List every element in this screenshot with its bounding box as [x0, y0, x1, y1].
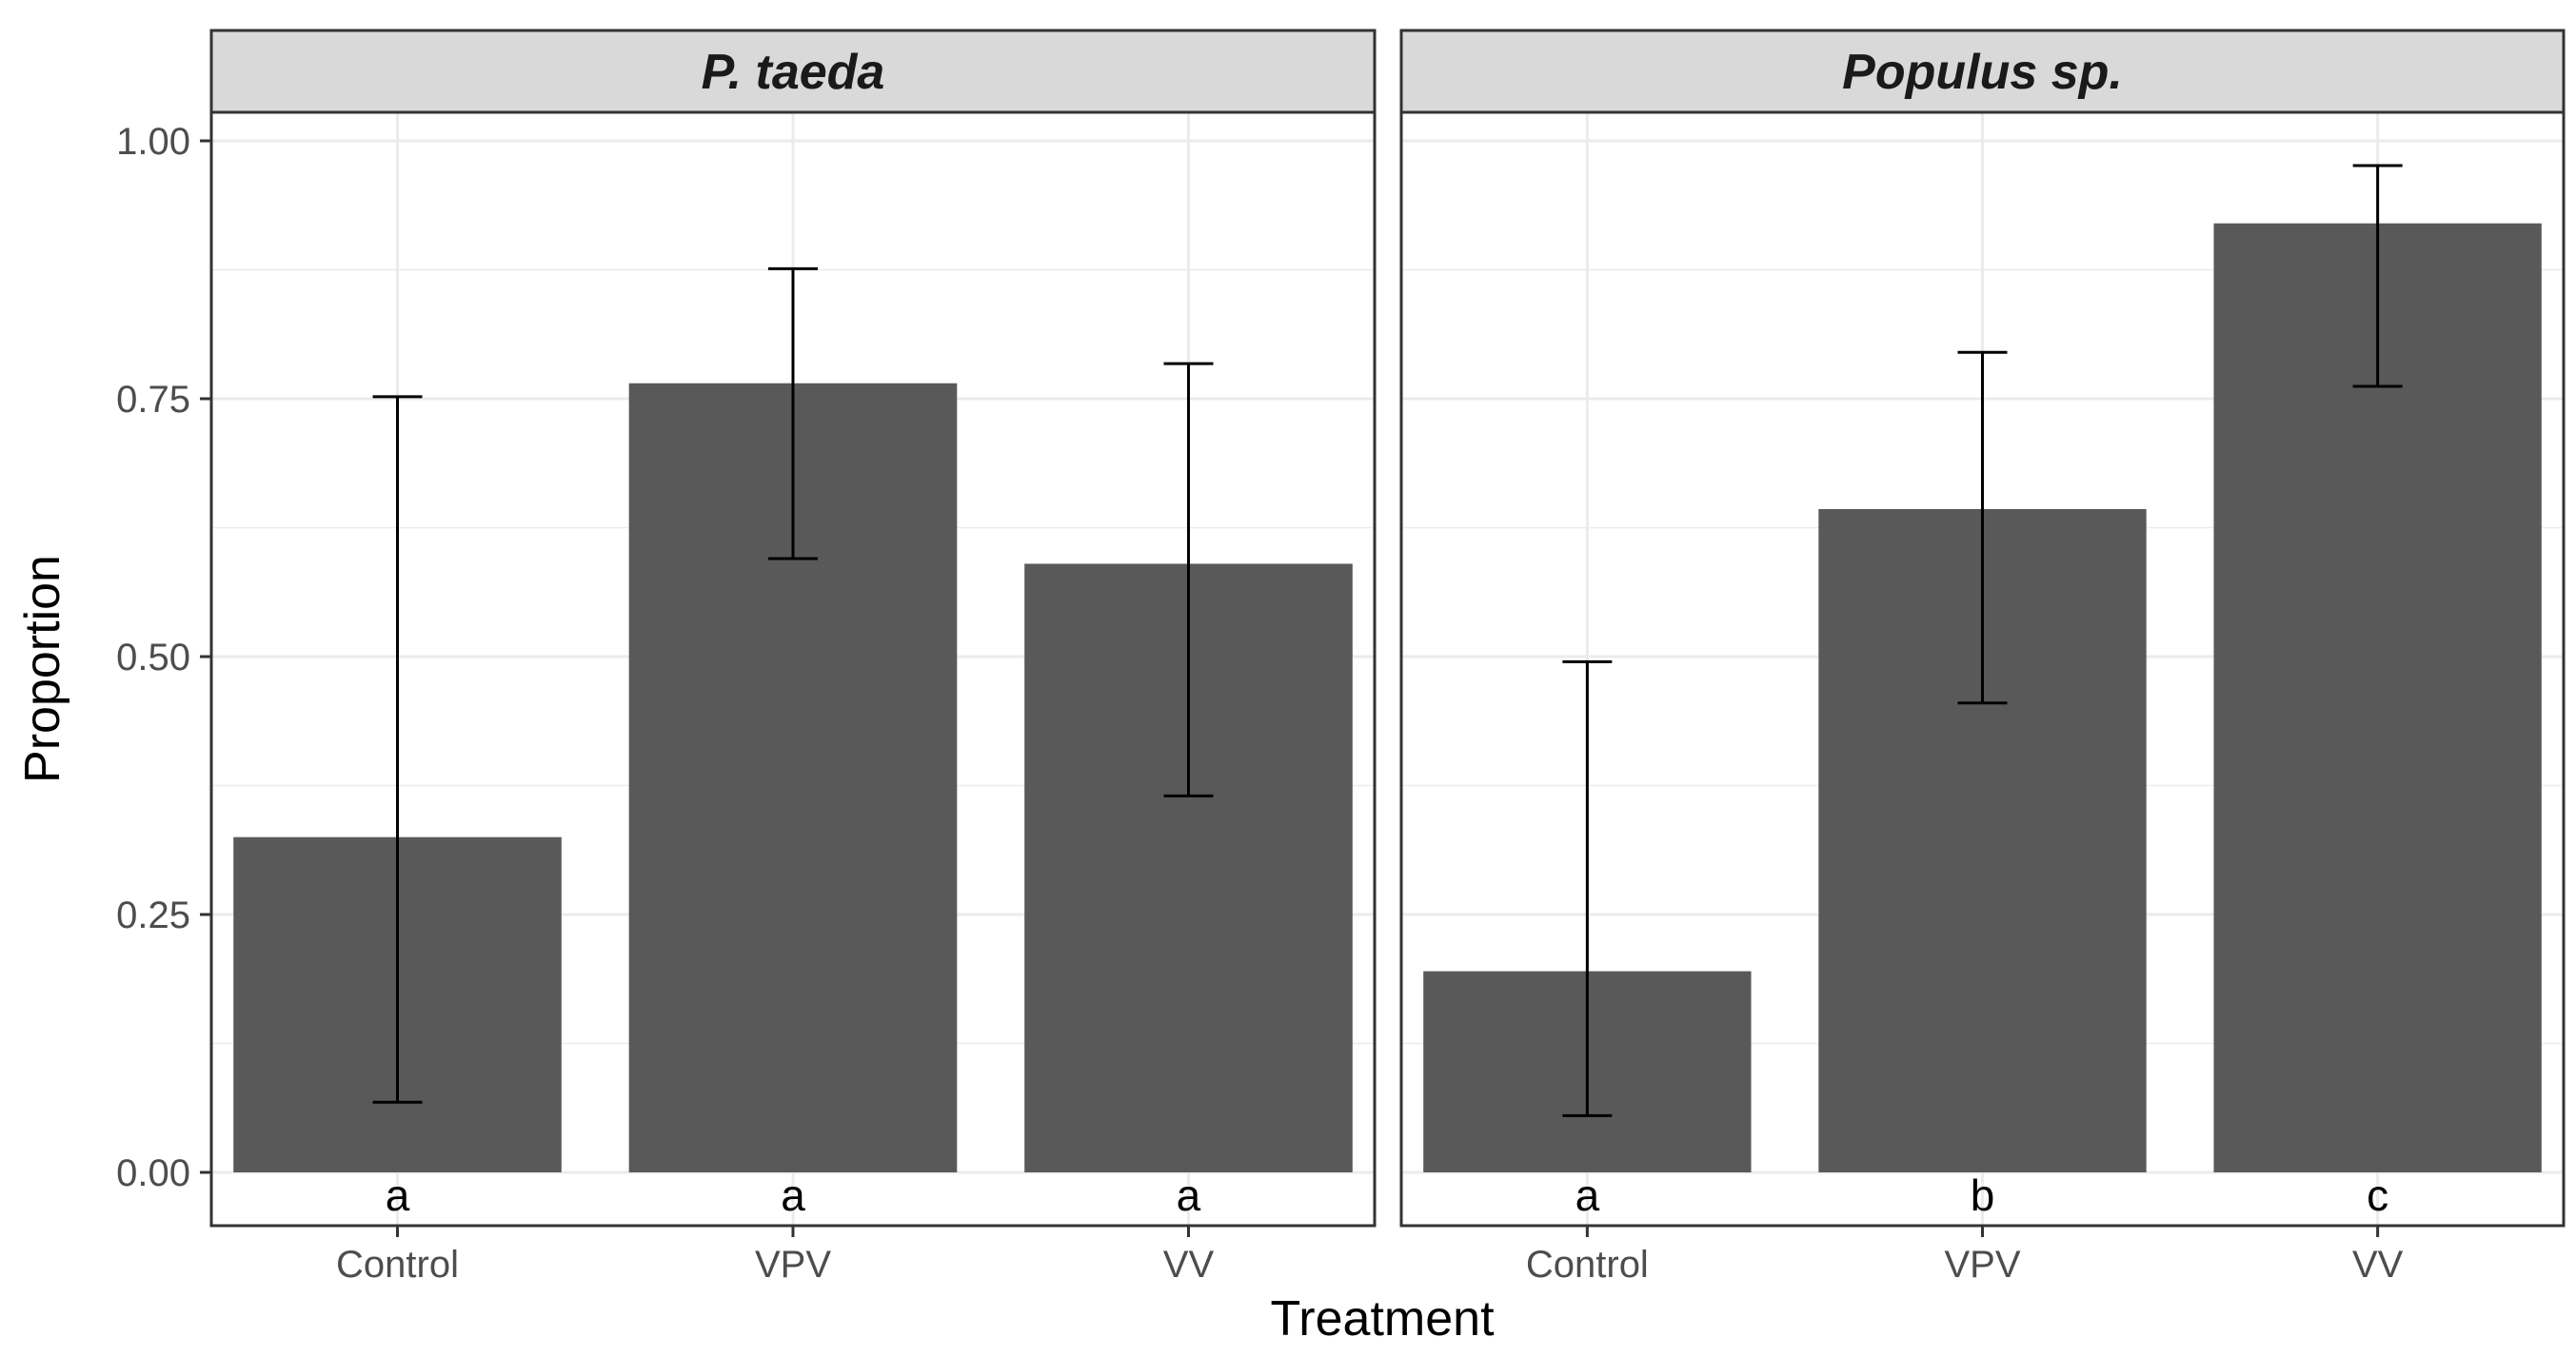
y-tick-label: 1.00: [116, 121, 190, 163]
y-axis: 0.00 0.25 0.50 0.75 1.00: [116, 121, 211, 1194]
error-bar: [1957, 350, 2008, 705]
y-tick-label: 0.50: [116, 637, 190, 678]
significance-letter: a: [1575, 1170, 1600, 1220]
facet-strip-label: P. taeda: [702, 45, 885, 100]
significance-letter: a: [781, 1170, 805, 1220]
significance-letter: a: [386, 1170, 410, 1220]
x-tick-label: VV: [1163, 1244, 1215, 1286]
error-bar: [1562, 659, 1613, 1117]
error-bar: [372, 395, 423, 1104]
facet-strip-label: Populus sp.: [1842, 45, 2123, 100]
facet-panel: a a a P. taeda: [209, 29, 1377, 1228]
significance-letter: b: [1971, 1170, 1995, 1220]
x-tick-label: VPV: [755, 1244, 831, 1286]
facet-panels: a a a P. taeda a b c Populus sp.: [209, 29, 2566, 1228]
facet-panel: a b c Populus sp.: [1399, 29, 2566, 1228]
y-axis-title: Proportion: [15, 555, 70, 783]
x-tick-label: VPV: [1944, 1244, 2020, 1286]
y-tick-label: 0.25: [116, 895, 190, 936]
y-tick-label: 0.75: [116, 379, 190, 421]
x-tick-label: Control: [336, 1244, 459, 1286]
x-tick-label: Control: [1526, 1244, 1649, 1286]
x-axis-title: Treatment: [1270, 1291, 1495, 1347]
x-tick-label: VV: [2352, 1244, 2404, 1286]
error-bar: [768, 266, 818, 560]
error-bar: [1163, 362, 1214, 797]
x-axis: Control VPV VV Control VPV VV: [336, 1226, 2404, 1286]
significance-letter: c: [2367, 1170, 2388, 1220]
error-bar: [2352, 164, 2403, 388]
y-tick-label: 0.00: [116, 1152, 190, 1194]
significance-letter: a: [1177, 1170, 1201, 1220]
facet-strip: [1399, 29, 2566, 114]
facet-strip: [209, 29, 1377, 114]
